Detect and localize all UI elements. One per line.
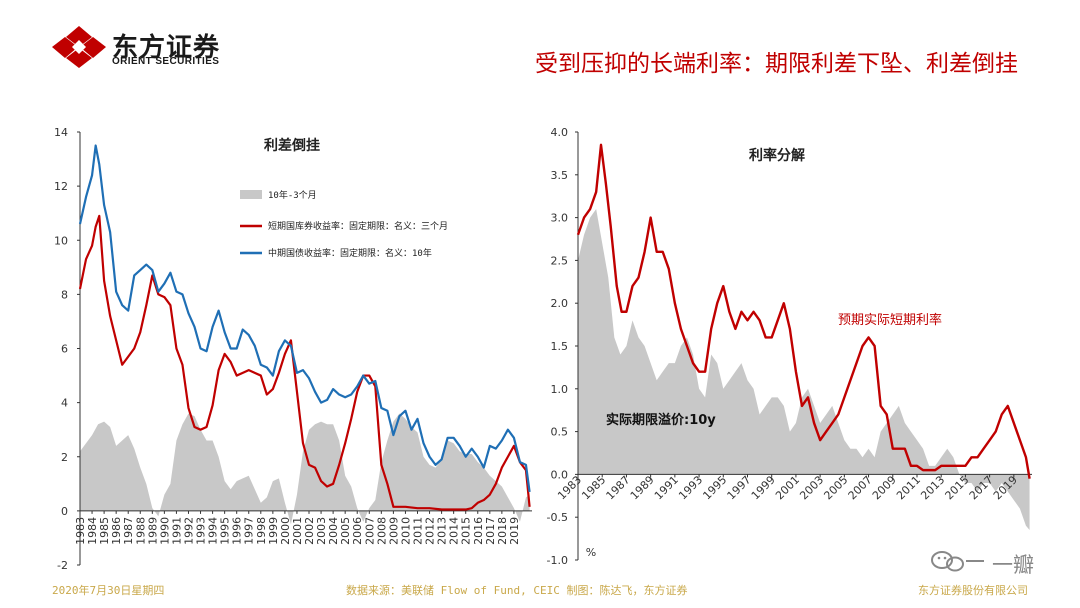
series-spread-area: [80, 413, 530, 525]
y-tick-label: 2.5: [551, 254, 569, 267]
x-tick-label: 1991: [652, 473, 681, 502]
x-tick-label: 2002: [303, 517, 316, 545]
x-tick-label: 1987: [604, 473, 633, 502]
x-tick-label: 2015: [460, 517, 473, 545]
legend-swatch-spread: [240, 190, 262, 199]
watermark-text: 一瓣: [992, 553, 1034, 577]
y-tick-label: 1.0: [551, 383, 569, 396]
x-tick-label: 2007: [846, 473, 875, 502]
x-tick-label: 1989: [146, 517, 159, 545]
x-tick-label: 2005: [339, 517, 352, 545]
x-tick-label: 2009: [387, 517, 400, 545]
x-tick-label: 2013: [918, 473, 947, 502]
footer-source: 数据来源：美联储 Flow of Fund, CEIC 制图：陈达飞，东方证券: [346, 584, 688, 597]
x-tick-label: 2011: [411, 517, 424, 545]
y-axis-unit-label: %: [586, 546, 596, 559]
x-tick-label: 1998: [255, 517, 268, 545]
y-tick-label: 10: [54, 234, 68, 247]
legend-label: 中期国债收益率：固定期限：名义：10年: [268, 247, 432, 259]
series-term-premium-area: [578, 209, 1030, 531]
x-tick-label: 2009: [870, 473, 899, 502]
y-tick-label: -1.0: [547, 554, 568, 567]
annotation-expected-rate: 预期实际短期利率: [838, 312, 942, 328]
y-tick-label: 8: [61, 288, 68, 301]
x-tick-label: 2004: [327, 517, 340, 545]
wechat-icon: [931, 551, 984, 572]
y-tick-label: 1.5: [551, 340, 569, 353]
x-tick-label: 2018: [496, 517, 509, 545]
x-tick-label: 2016: [472, 517, 485, 545]
x-tick-label: 1993: [195, 517, 208, 545]
x-tick-label: 1985: [98, 517, 111, 545]
series-expected-rate-line: [576, 143, 1031, 479]
x-tick-label: 2019: [508, 517, 521, 545]
logo-en-text: ORIENT SECURITIES: [112, 56, 220, 67]
y-tick-label: 6: [61, 343, 68, 356]
chart-left-group: [77, 131, 532, 566]
x-tick-label: 2012: [424, 517, 437, 545]
y-tick-label: 2: [61, 451, 68, 464]
x-tick-label: 2017: [484, 517, 497, 545]
y-tick-label: 3.5: [551, 169, 569, 182]
x-tick-label: 2000: [279, 517, 292, 545]
logo-cn-text: 东方证券: [112, 33, 221, 63]
x-tick-label: 1990: [158, 517, 171, 545]
x-tick-label: 2001: [291, 517, 304, 545]
x-tick-label: 2011: [894, 473, 923, 502]
x-tick-label: 2014: [448, 517, 461, 545]
series-10y-line: [78, 144, 531, 493]
chart-title: 利差倒挂: [264, 137, 320, 154]
logo-mark-icon: [52, 26, 106, 68]
x-tick-label: 1995: [219, 517, 232, 545]
y-tick-label: -2: [57, 559, 68, 572]
y-tick-label: 4.0: [551, 126, 569, 139]
x-tick-label: 1988: [134, 517, 147, 545]
y-tick-label: -0.5: [547, 511, 568, 524]
x-tick-label: 2008: [375, 517, 388, 545]
footer-company: 东方证券股份有限公司: [918, 584, 1028, 597]
x-tick-label: 1996: [231, 517, 244, 545]
legend-label: 10年-3个月: [268, 189, 317, 201]
annotation-term-premium: 实际期限溢价:10y: [606, 412, 716, 428]
y-tick-label: 2.0: [551, 297, 569, 310]
y-tick-label: 0.0: [551, 468, 569, 481]
x-tick-label: 2003: [315, 517, 328, 545]
x-tick-label: 1985: [579, 473, 608, 502]
x-tick-label: 2005: [821, 473, 850, 502]
y-tick-label: 0.5: [551, 426, 569, 439]
chart-title: 利率分解: [749, 147, 805, 164]
x-tick-label: 2003: [797, 473, 826, 502]
slide-title: 受到压抑的长端利率：期限利差下坠、利差倒挂: [535, 51, 1018, 77]
y-tick-label: 12: [54, 180, 68, 193]
x-tick-label: 1992: [182, 517, 195, 545]
y-tick-label: 0: [61, 505, 68, 518]
x-tick-label: 1989: [628, 473, 657, 502]
x-tick-label: 1987: [122, 517, 135, 545]
x-tick-label: 2006: [351, 517, 364, 545]
company-logo: 东方证券 ORIENT SECURITIES: [52, 26, 252, 70]
x-tick-label: 2010: [399, 517, 412, 545]
x-tick-label: 1995: [700, 473, 729, 502]
x-tick-label: 2001: [773, 473, 802, 502]
series-3m-line: [78, 214, 531, 511]
x-tick-label: 1984: [86, 517, 99, 545]
footer-date: 2020年7月30日星期四: [52, 584, 165, 597]
x-tick-label: 1999: [267, 517, 280, 545]
x-tick-label: 1999: [749, 473, 778, 502]
x-tick-label: 2007: [363, 517, 376, 545]
x-tick-label: 1997: [243, 517, 256, 545]
chart-right-group: [575, 131, 1032, 561]
x-tick-label: 2013: [436, 517, 449, 545]
y-tick-label: 3.0: [551, 212, 569, 225]
x-tick-label: 1994: [207, 517, 220, 545]
x-tick-label: 1986: [110, 517, 123, 545]
x-tick-label: 1983: [74, 517, 87, 545]
x-tick-label: 1993: [676, 473, 705, 502]
y-tick-label: 14: [54, 126, 68, 139]
y-tick-label: 4: [61, 397, 68, 410]
x-tick-label: 1997: [725, 473, 754, 502]
legend-label: 短期国库券收益率：固定期限：名义：三个月: [268, 220, 448, 232]
x-tick-label: 1991: [170, 517, 183, 545]
